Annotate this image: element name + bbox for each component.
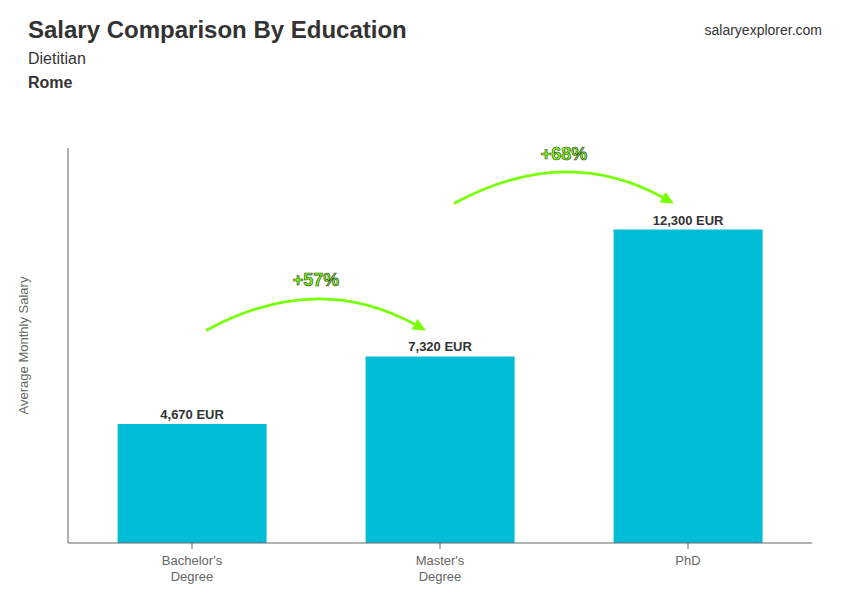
svg-text:Master'sDegree: Master'sDegree (416, 553, 465, 584)
html-text:Salary Comparison By Education: Salary Comparison By Education (28, 16, 407, 43)
svg-text:7,320 EUR: 7,320 EUR (408, 339, 472, 354)
svg-text:4,670 EUR: 4,670 EUR (160, 407, 224, 422)
svg-text:PhD: PhD (675, 553, 700, 568)
html-text:salaryexplorer.com: salaryexplorer.com (704, 22, 822, 38)
html-text:Rome: Rome (28, 74, 73, 91)
svg-text:+57%: +57% (293, 270, 340, 290)
svg-text:Bachelor'sDegree: Bachelor'sDegree (162, 553, 223, 584)
html-text:Dietitian: Dietitian (28, 50, 86, 67)
svg-text:Average Monthly Salary: Average Monthly Salary (16, 276, 31, 414)
svg-text:+68%: +68% (541, 144, 588, 164)
svg-text:12,300 EUR: 12,300 EUR (653, 213, 724, 228)
